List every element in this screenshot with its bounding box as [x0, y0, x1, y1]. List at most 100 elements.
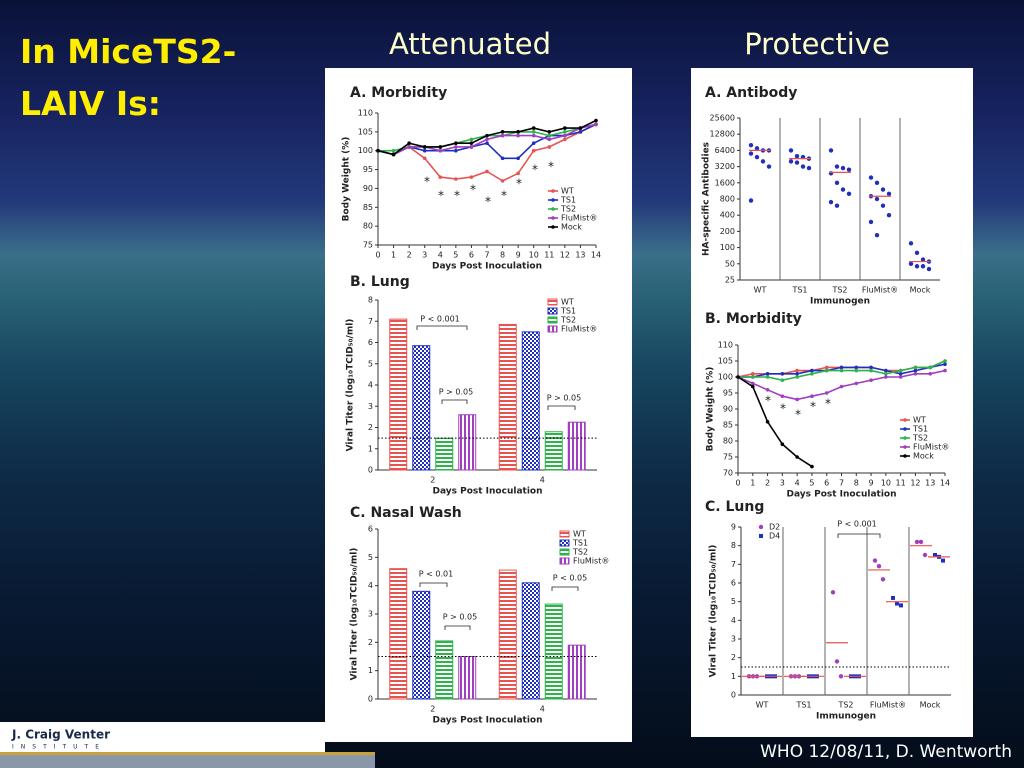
- heading: Protective: [744, 27, 890, 61]
- legend-label: WT: [573, 530, 586, 539]
- data-point: [794, 153, 800, 159]
- x-tick-label: TS1: [795, 701, 811, 710]
- legend-swatch: [559, 557, 570, 565]
- data-point: [407, 141, 411, 145]
- bar: [567, 644, 586, 700]
- legend-label: D2: [769, 523, 780, 532]
- data-point: [750, 384, 755, 389]
- chart-title: A. Antibody: [705, 85, 797, 101]
- annotation: *: [532, 163, 538, 177]
- data-point: [840, 165, 846, 171]
- data-point: [854, 365, 859, 370]
- y-tick-label: 95: [363, 165, 373, 174]
- y-tick-label: 105: [358, 127, 373, 136]
- data-point: [854, 368, 859, 373]
- annotation: *: [795, 408, 801, 422]
- data-point: [795, 375, 799, 379]
- y-tick-label: 100: [358, 146, 373, 155]
- data-point: [438, 175, 443, 179]
- x-tick-label: 12: [560, 251, 570, 260]
- y-tick-label: 6: [368, 338, 373, 347]
- bar: [435, 437, 454, 471]
- bar: [389, 568, 408, 700]
- data-point: [547, 133, 552, 138]
- x-tick-label: 14: [591, 251, 601, 260]
- legend-label: WT: [913, 416, 926, 425]
- data-point: [422, 156, 427, 161]
- y-tick-label: 200: [720, 227, 735, 236]
- bar: [521, 331, 540, 471]
- data-point: [846, 191, 852, 196]
- x-tick-label: FluMist®: [862, 286, 898, 295]
- y-tick-label: 6: [731, 579, 736, 588]
- bracket: [837, 533, 881, 538]
- data-point: [563, 126, 567, 130]
- x-tick-label: 4: [540, 705, 545, 714]
- data-point: [828, 148, 834, 153]
- x-tick-label: 6: [824, 479, 829, 488]
- data-point: [834, 164, 840, 169]
- data-point: [884, 375, 888, 379]
- slide-title: In MiceTS2-LAIV Is:: [20, 32, 237, 123]
- legend-marker: [759, 534, 763, 538]
- legend-label: TS2: [912, 434, 928, 443]
- data-point: [516, 130, 520, 134]
- data-point: [868, 219, 874, 225]
- data-point: [884, 368, 888, 373]
- data-point: [500, 179, 505, 183]
- data-point: [531, 133, 536, 138]
- data-point: [869, 378, 873, 383]
- annotation: P < 0.01: [419, 570, 453, 579]
- chart-title: C. Nasal Wash: [350, 505, 462, 521]
- x-axis-label: Immunogen: [816, 712, 876, 722]
- x-tick-label: 11: [896, 479, 906, 488]
- y-axis-label: Body Weight (%): [706, 367, 716, 452]
- data-point: [754, 146, 760, 151]
- data-point: [922, 552, 928, 558]
- annotation: *: [810, 400, 816, 414]
- data-point: [806, 165, 812, 171]
- data-point: [891, 595, 895, 600]
- y-tick-label: 3: [731, 635, 736, 644]
- y-tick-label: 7: [731, 560, 736, 569]
- x-tick-label: 2: [765, 479, 770, 488]
- y-tick-label: 6400: [715, 146, 735, 155]
- x-tick-label: 13: [575, 251, 585, 260]
- data-point: [736, 375, 740, 379]
- y-tick-label: 9: [731, 523, 736, 532]
- annotation: *: [516, 177, 522, 191]
- data-point: [869, 368, 873, 373]
- chart-title: A. Morbidity: [350, 85, 447, 101]
- bracket: [441, 399, 468, 404]
- x-tick-label: 9: [869, 479, 874, 488]
- bar: [498, 323, 517, 471]
- y-tick-label: 6: [368, 525, 373, 534]
- bracket: [416, 325, 468, 330]
- data-point: [485, 141, 489, 145]
- data-point: [780, 442, 785, 447]
- data-point: [868, 175, 874, 180]
- data-point: [766, 164, 772, 169]
- data-point: [824, 368, 829, 373]
- x-tick-label: TS1: [791, 286, 807, 295]
- x-tick-label: 2: [407, 251, 412, 260]
- legend-marker: [903, 454, 907, 458]
- data-point: [898, 375, 903, 379]
- bracket: [551, 586, 579, 591]
- data-point: [913, 372, 918, 376]
- data-point: [500, 156, 505, 161]
- legend-label: TS1: [572, 539, 588, 548]
- annotation: *: [470, 183, 476, 197]
- y-tick-label: 3200: [715, 162, 735, 171]
- data-point: [880, 203, 886, 208]
- x-tick-label: 7: [839, 479, 844, 488]
- data-point: [869, 365, 873, 370]
- x-tick-label: 4: [795, 479, 800, 488]
- data-point: [876, 564, 882, 569]
- legend-label: WT: [561, 187, 574, 196]
- y-tick-label: 110: [718, 341, 733, 350]
- data-point: [594, 122, 598, 127]
- x-tick-label: 4: [540, 476, 545, 485]
- data-point: [500, 133, 505, 138]
